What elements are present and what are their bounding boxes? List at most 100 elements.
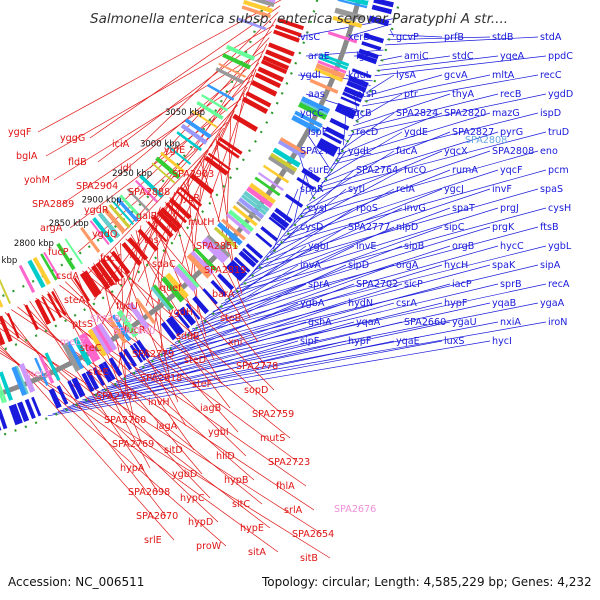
forward-gene-label: yqcB [348,108,372,119]
reverse-gene-label: hypC [180,493,205,504]
forward-gene-label: ispD [540,108,561,119]
forward-gene-label: lysA [396,70,416,81]
reverse-gene-label: ygdQ [92,229,118,240]
forward-gene-label: sprB [500,279,522,290]
circular-genome-map[interactable]: visC xerD gcvP prfB stdB stdAaraE lgt amiC stdC y… [0,0,600,600]
reverse-gene-label: hypD [188,517,213,528]
reverse-gene-label: mutH [188,217,214,228]
reverse-gene-label: steF [192,379,212,390]
forward-gene-label: araE [308,51,330,62]
reverse-gene-label: yohM [24,175,50,186]
forward-gene-block [285,194,303,208]
reverse-gene-label: sopD [244,385,268,396]
forward-gene-label: cysI [308,203,327,214]
reverse-gene-label: iagB [200,403,221,414]
forward-gene-label: ygdI [300,70,321,81]
scale-label: 2850 kbp [49,219,89,229]
forward-gene-label: yqcX [444,146,468,157]
reverse-gene-label: fhlA [276,481,295,492]
scale-label: 3050 kbp [165,108,205,118]
forward-gene-label: ygdL [348,146,372,157]
reverse-gene-label: SPA2851 [196,241,238,252]
forward-gene-label: hypF [348,336,371,347]
forward-gene-label: iacP [452,279,472,290]
reverse-gene-label: SPA2769 [112,439,154,450]
reverse-gene-label: srlA [284,505,303,516]
forward-gene-label: spaT [452,203,475,214]
reverse-gene-label: sdaC [152,259,176,270]
faded-gene-label: SPA2676 [334,504,376,515]
reverse-gene-label: SPA2903 [172,169,214,180]
forward-gene-label: ppdC [548,51,573,62]
forward-gene-label: kduI [348,70,369,81]
reverse-gene-label: SPA2904 [76,181,118,192]
scale-label: 3000 kbp [140,140,180,150]
reverse-gene-label: sdaB [176,331,200,342]
reverse-gene-label: ygdR [84,205,109,216]
forward-gene-label: ygbI [308,241,329,252]
reverse-gene-block [232,114,258,132]
reverse-gene-label: fldB [68,157,87,168]
reverse-gene-label: fucU [116,301,138,312]
forward-gene-label: ptsP [356,89,377,100]
forward-gene-label: recB [500,89,522,100]
forward-gene-label: nlpD [396,222,418,233]
reverse-gene-label: SPA2889 [32,199,74,210]
reverse-gene-label: SPA2779 [132,349,174,360]
forward-gene-label: fucA [396,146,418,157]
forward-gene-label: hypF [444,298,467,309]
scale-label: 2950 kbp [112,169,152,179]
forward-gene-label: ygbL [548,241,572,252]
reverse-gene-label: tas [144,235,159,246]
forward-gene-label: yqaB [492,298,516,309]
forward-gene-label: SPA2777 [348,222,390,233]
forward-gene-label: invF [492,184,512,195]
forward-gene-label: recA [548,279,570,290]
forward-gene-label: ftsB [540,222,559,233]
forward-gene-block [192,296,209,314]
forward-gene-label: stdB [492,32,513,43]
forward-gene-label: SPA2702 [356,279,398,290]
forward-gene-label: nxiA [500,317,521,328]
forward-gene-label: xerD [348,32,371,43]
reverse-gene-label: ygbD [172,469,197,480]
forward-gene-label: visC [300,32,320,43]
forward-gene-label: relA [396,184,415,195]
forward-gene-label: SPA2808 [492,146,534,157]
forward-gene-label: orgB [452,241,474,252]
forward-gene-label: prgJ [500,203,519,214]
forward-gene-label: iroN [548,317,567,328]
forward-gene-label: aas [308,89,325,100]
reverse-gene-label: SPA2670 [136,511,178,522]
forward-gene-label: csrA [396,298,417,309]
forward-gene-label: yqcC [300,108,324,119]
accession-label: Accession: NC_006511 [8,575,144,589]
forward-gene-label: yqeA [500,51,525,62]
forward-gene-label: spaR [300,184,324,195]
scale-label: 2900 kbp [82,195,122,205]
forward-gene-label: rpoS [356,203,378,214]
forward-gene-label: ygdE [404,127,428,138]
forward-gene-label: hycC [500,241,524,252]
topology-summary: Topology: circular; Length: 4,585,229 bp… [261,575,592,589]
reverse-gene-label: SPA2888 [128,187,170,198]
forward-gene-label: ygbA [300,298,325,309]
forward-gene-label: SPA2660 [404,317,446,328]
forward-label-leader [390,29,394,37]
cog-feature-block-inner [0,276,11,304]
reverse-gene-label: SPA2819 [204,265,246,276]
reverse-gene-label: sitC [232,499,250,510]
forward-gene-label: spaS [540,184,563,195]
faded-gene-label: SPA2843 [90,314,132,325]
forward-gene-label: pcm [548,165,569,176]
forward-gene-block [0,409,7,429]
faded-gene-label: metZ [25,369,51,380]
reverse-gene-label: SPA2759 [252,409,294,420]
reverse-gene-label: fucK [100,253,122,264]
forward-gene-block [330,118,350,131]
forward-gene-label: yqcF [500,165,523,176]
forward-gene-label: luxS [444,336,465,347]
reverse-gene-label: ygdH [168,307,193,318]
forward-gene-label: recD [356,127,378,138]
reverse-gene-label: quef [160,283,182,294]
